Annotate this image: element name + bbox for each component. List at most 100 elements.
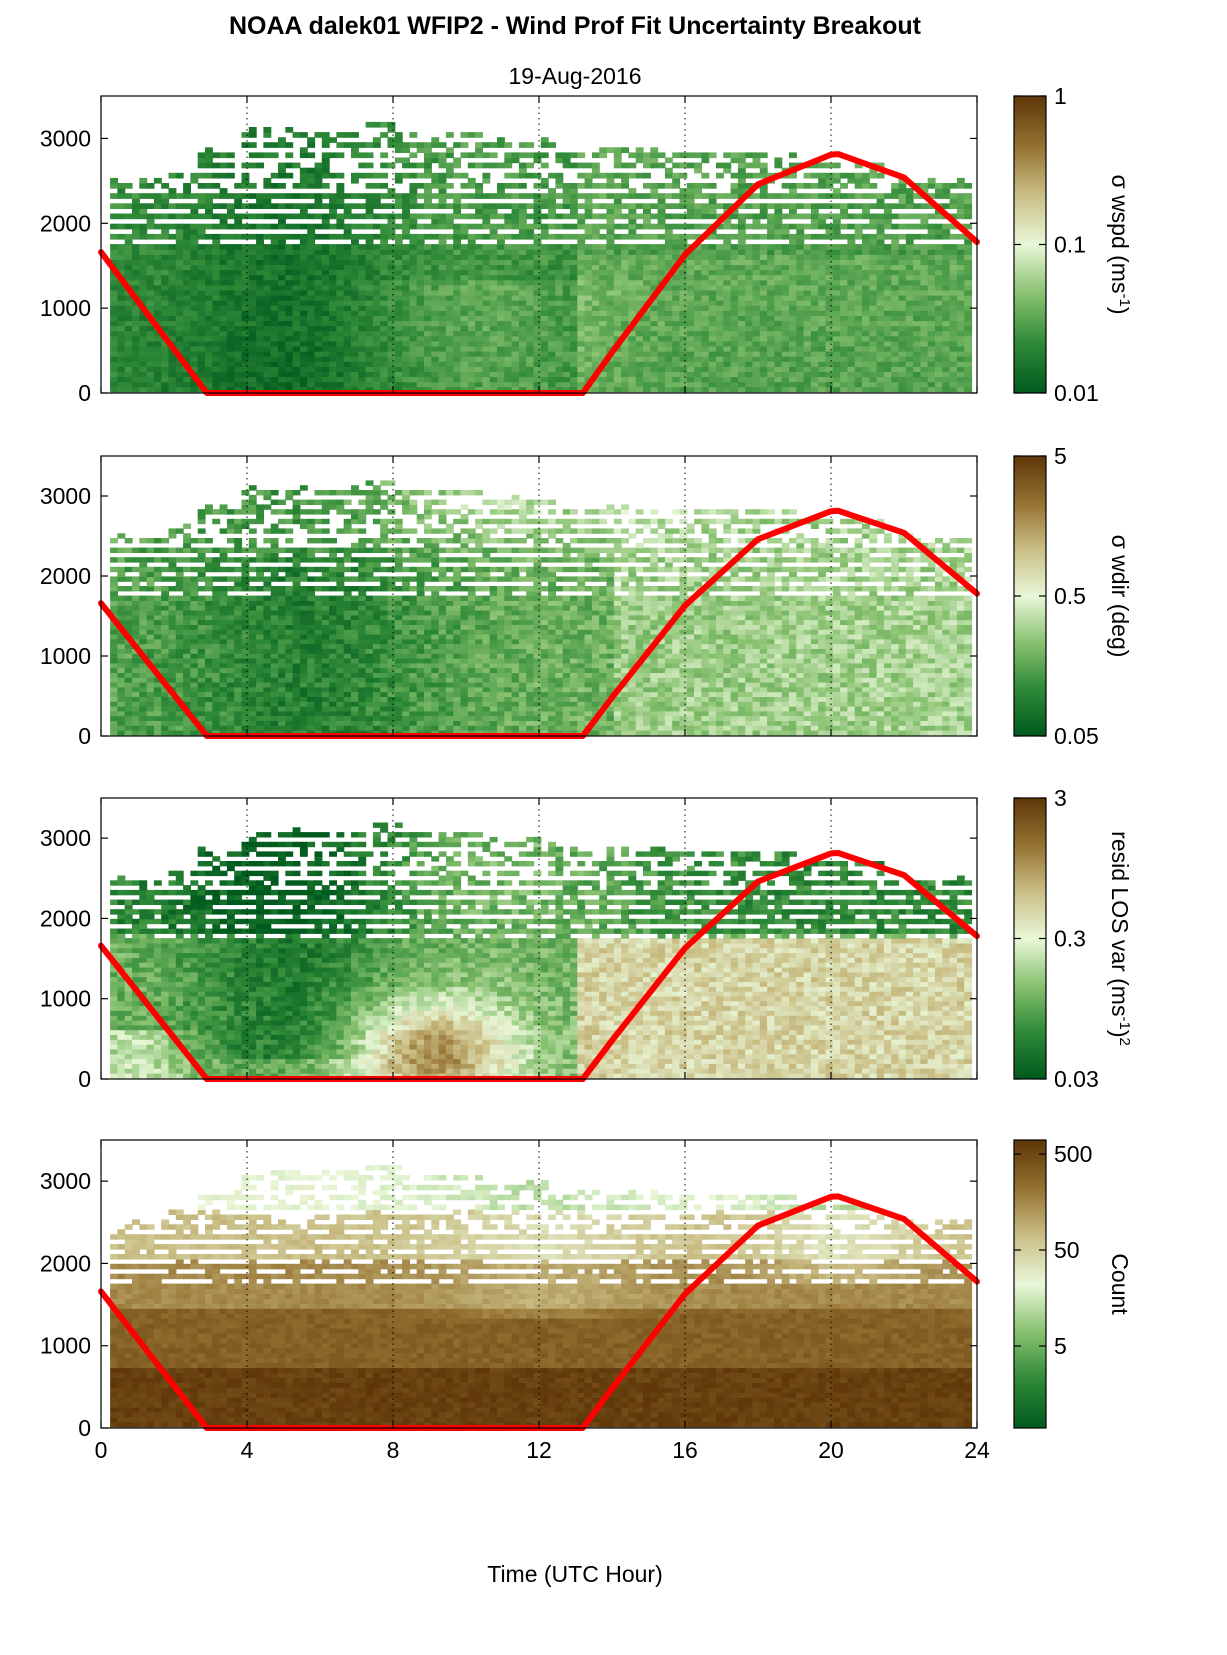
heatmap-cell: [555, 366, 563, 372]
heatmap-cell: [271, 300, 279, 306]
heatmap-cell: [928, 275, 936, 281]
heatmap-cell: [628, 295, 636, 301]
heatmap-cell: [198, 183, 206, 189]
heatmap-cell: [869, 351, 877, 357]
heatmap-cell: [271, 183, 279, 189]
heatmap-cell: [388, 331, 396, 337]
heatmap-cell: [672, 361, 680, 367]
heatmap-cell: [147, 644, 155, 649]
heatmap-cell: [125, 711, 133, 716]
heatmap-cell: [964, 208, 972, 214]
heatmap-cell: [293, 310, 301, 316]
heatmap-cell: [928, 371, 936, 377]
heatmap-cell: [482, 275, 490, 281]
heatmap-cell: [716, 244, 724, 250]
heatmap-cell: [614, 300, 622, 306]
heatmap-cell: [760, 249, 768, 255]
heatmap-cell: [351, 147, 359, 153]
heatmap-cell: [555, 320, 563, 326]
heatmap-cell: [190, 305, 198, 311]
heatmap-cell: [906, 320, 914, 326]
heatmap-cell: [110, 725, 118, 730]
heatmap-cell: [738, 264, 746, 270]
heatmap-cell: [256, 244, 264, 250]
heatmap-cell: [139, 254, 147, 260]
heatmap-cell: [789, 305, 797, 311]
heatmap-cell: [614, 361, 622, 367]
heatmap-cell: [424, 142, 432, 148]
heatmap-cell: [899, 193, 907, 199]
heatmap-cell: [402, 244, 410, 250]
heatmap-cell: [950, 270, 958, 276]
heatmap-cell: [869, 336, 877, 342]
heatmap-cell: [227, 275, 235, 281]
heatmap-cell: [672, 234, 680, 240]
heatmap-cell: [417, 280, 425, 286]
heatmap-cell: [957, 234, 965, 240]
heatmap-cell: [431, 224, 439, 230]
heatmap-cell: [409, 290, 417, 296]
heatmap-cell: [891, 346, 899, 352]
heatmap-cell: [753, 219, 761, 225]
heatmap-cell: [285, 193, 293, 199]
heatmap-cell: [373, 275, 381, 281]
heatmap-cell: [395, 259, 403, 265]
heatmap-cell: [132, 567, 140, 572]
heatmap-cell: [446, 270, 454, 276]
heatmap-cell: [307, 168, 315, 174]
heatmap-cell: [344, 295, 352, 301]
heatmap-cell: [351, 234, 359, 240]
heatmap-cell: [402, 193, 410, 199]
heatmap-cell: [117, 711, 125, 716]
heatmap-cell: [212, 259, 220, 265]
heatmap-cell: [132, 259, 140, 265]
heatmap-cell: [585, 254, 593, 260]
heatmap-cell: [329, 326, 337, 332]
heatmap-cell: [935, 371, 943, 377]
heatmap-cell: [636, 234, 644, 240]
heatmap-cell: [169, 331, 177, 337]
heatmap-cell: [402, 351, 410, 357]
heatmap-cell: [453, 290, 461, 296]
heatmap-cell: [709, 320, 717, 326]
heatmap-cell: [147, 624, 155, 629]
heatmap-cell: [154, 596, 162, 601]
heatmap-cell: [658, 198, 666, 204]
heatmap-cell: [439, 336, 447, 342]
heatmap-cell: [555, 377, 563, 383]
heatmap-cell: [271, 224, 279, 230]
heatmap-cell: [183, 290, 191, 296]
heatmap-cell: [585, 300, 593, 306]
heatmap-cell: [950, 300, 958, 306]
heatmap-cell: [125, 706, 133, 711]
heatmap-cell: [519, 356, 527, 362]
heatmap-cell: [461, 346, 469, 352]
heatmap-cell: [826, 178, 834, 184]
heatmap-cell: [920, 203, 928, 209]
heatmap-cell: [680, 331, 688, 337]
heatmap-cell: [205, 244, 213, 250]
heatmap-cell: [650, 234, 658, 240]
panel-wspd: 01000200030000.010.11σ wspd (ms-1): [40, 83, 1134, 406]
heatmap-cell: [504, 275, 512, 281]
heatmap-cell: [373, 193, 381, 199]
heatmap-cell: [950, 280, 958, 286]
heatmap-cell: [315, 326, 323, 332]
heatmap-cell: [826, 382, 834, 388]
heatmap-cell: [307, 366, 315, 372]
heatmap-cell: [855, 264, 863, 270]
heatmap-cell: [388, 188, 396, 194]
heatmap-cell: [811, 320, 819, 326]
heatmap-cell: [826, 244, 834, 250]
heatmap-cell: [439, 254, 447, 260]
heatmap-cell: [935, 244, 943, 250]
heatmap-cell: [315, 290, 323, 296]
heatmap-cell: [125, 320, 133, 326]
heatmap-cell: [285, 234, 293, 240]
heatmap-cell: [176, 290, 184, 296]
heatmap-cell: [753, 295, 761, 301]
heatmap-cell: [650, 346, 658, 352]
heatmap-cell: [738, 295, 746, 301]
heatmap-cell: [621, 300, 629, 306]
heatmap-cell: [504, 371, 512, 377]
